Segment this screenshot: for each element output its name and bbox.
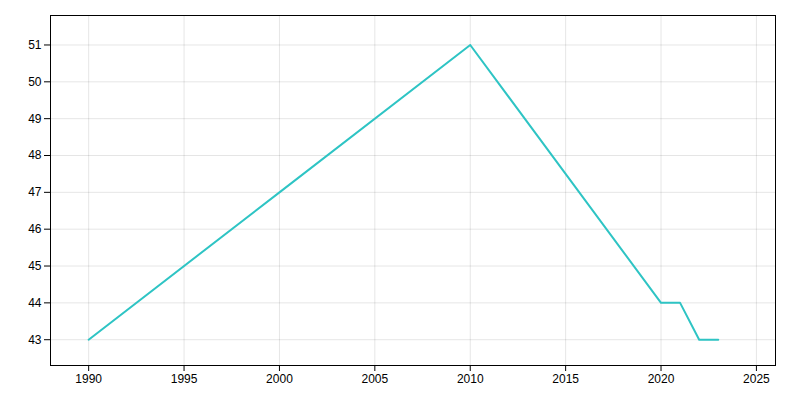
svg-text:2000: 2000 (266, 372, 293, 386)
svg-text:2010: 2010 (457, 372, 484, 386)
svg-text:1990: 1990 (75, 372, 102, 386)
svg-text:50: 50 (28, 75, 42, 89)
svg-text:2005: 2005 (361, 372, 388, 386)
svg-text:46: 46 (28, 222, 42, 236)
svg-text:49: 49 (28, 111, 42, 125)
svg-text:51: 51 (28, 38, 42, 52)
svg-text:47: 47 (28, 185, 42, 199)
svg-text:48: 48 (28, 148, 42, 162)
svg-text:2025: 2025 (743, 372, 770, 386)
svg-text:44: 44 (28, 296, 42, 310)
svg-text:45: 45 (28, 259, 42, 273)
svg-text:1995: 1995 (171, 372, 198, 386)
svg-text:2015: 2015 (552, 372, 579, 386)
svg-text:43: 43 (28, 333, 42, 347)
svg-text:2020: 2020 (648, 372, 675, 386)
